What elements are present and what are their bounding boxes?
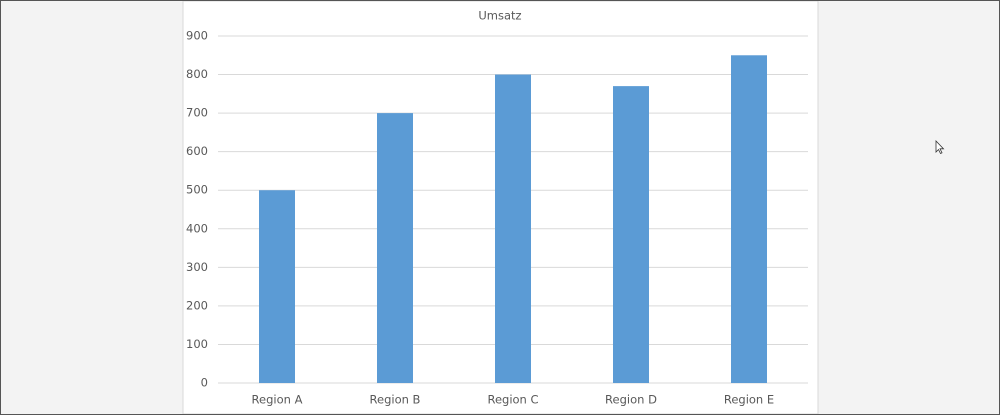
mouse-cursor [935, 140, 945, 155]
y-tick-label: 900 [186, 29, 208, 43]
x-tick-label: Region B [370, 393, 421, 407]
y-tick-label: 500 [186, 183, 208, 197]
y-tick-label: 100 [186, 337, 208, 351]
y-tick-label: 0 [201, 376, 208, 390]
bar [377, 113, 413, 383]
x-tick-label: Region C [487, 393, 538, 407]
bar [613, 86, 649, 383]
x-tick-label: Region A [252, 393, 303, 407]
y-tick-label: 600 [186, 144, 208, 158]
x-tick-label: Region D [605, 393, 657, 407]
x-tick-label: Region E [724, 393, 774, 407]
chart-title: Umsatz [478, 9, 521, 23]
y-tick-label: 400 [186, 221, 208, 235]
bar [731, 55, 767, 384]
y-tick-label: 800 [186, 67, 208, 81]
bar [259, 190, 295, 383]
y-tick-label: 300 [186, 260, 208, 274]
bar [495, 74, 531, 384]
y-tick-label: 700 [186, 106, 208, 120]
y-tick-label: 200 [186, 298, 208, 312]
